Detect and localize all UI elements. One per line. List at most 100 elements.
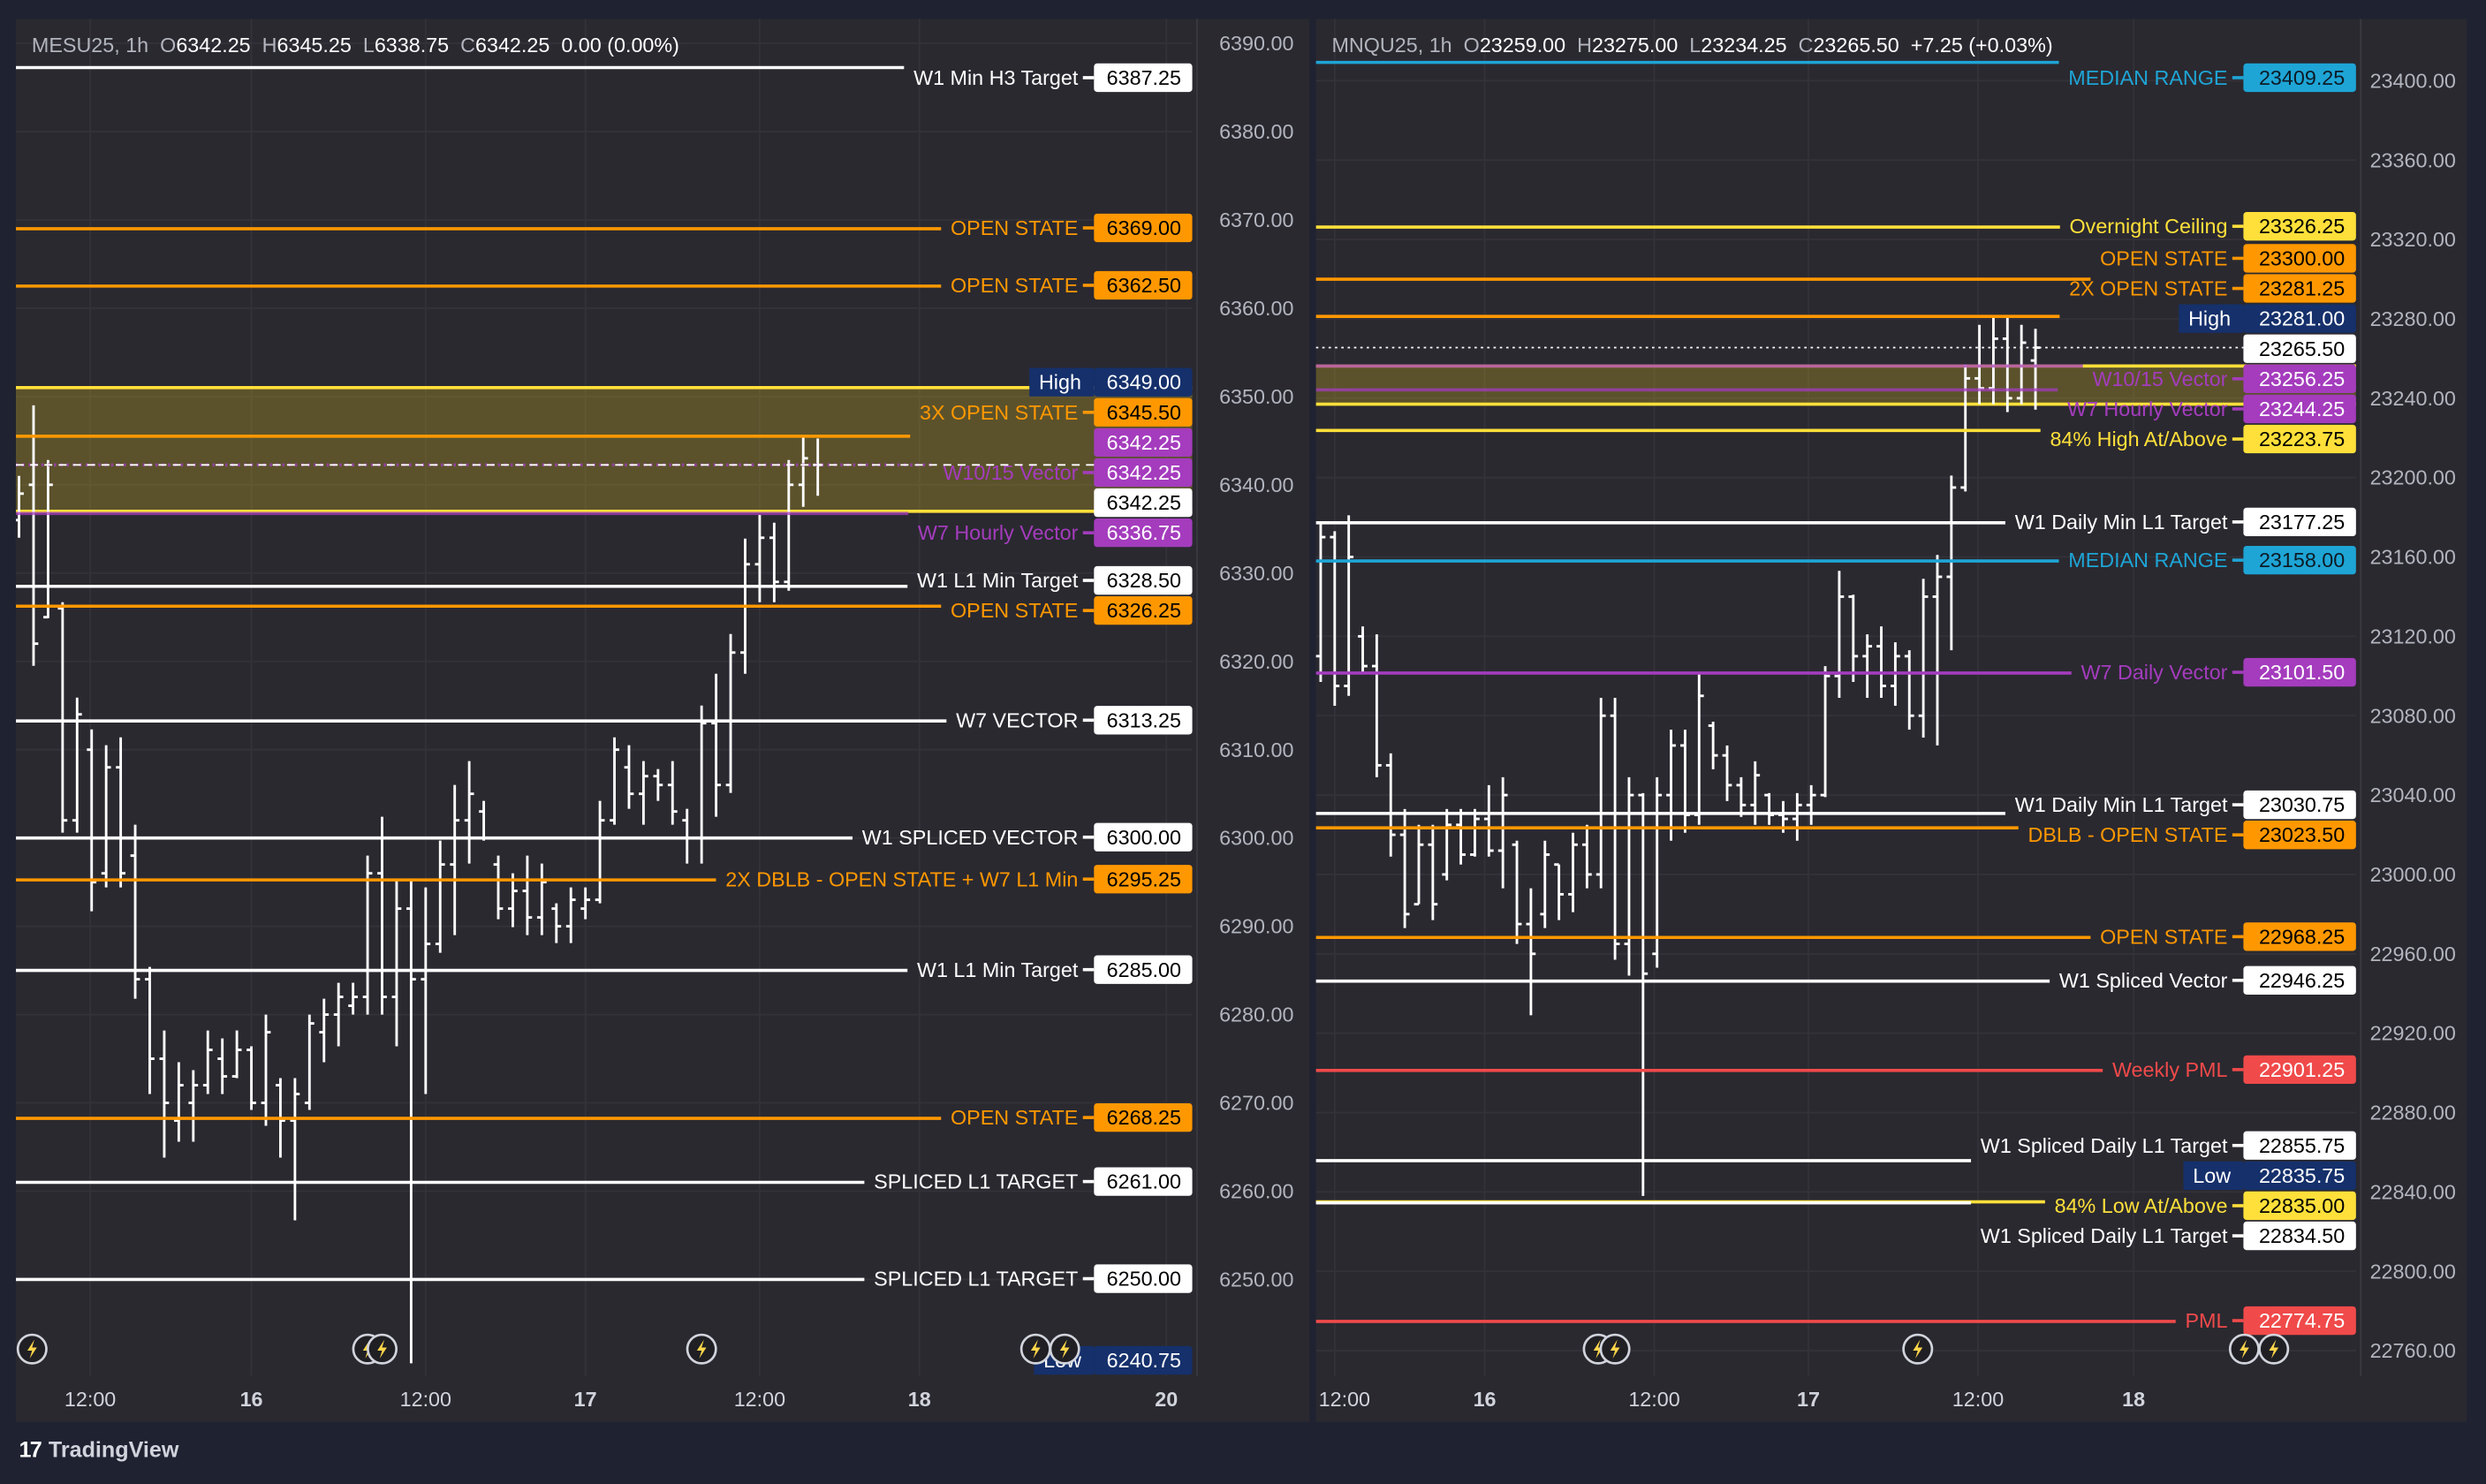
price-axis-label: 6270.00 — [1219, 1092, 1293, 1115]
ohlc-bar — [565, 887, 576, 943]
price-tag[interactable]: 22946.25 — [2243, 965, 2356, 995]
highlight-zone — [15, 387, 1193, 511]
price-tag[interactable]: 6313.25 — [1094, 706, 1193, 735]
ohlc-bar — [391, 879, 402, 1047]
ohlc-bar — [1512, 840, 1522, 944]
price-tag[interactable]: 22835.00 — [2243, 1191, 2356, 1221]
price-tag[interactable]: 6326.25 — [1094, 596, 1193, 625]
high-price-tag[interactable]: High 6349.00 — [1029, 367, 1193, 397]
marker-label: Low — [2193, 1164, 2231, 1187]
ohlc-bar — [696, 705, 707, 864]
price-tag[interactable]: 22774.75 — [2243, 1306, 2356, 1336]
level-label: W1 L1 Min Target — [917, 958, 1079, 981]
price-axis-label: 6260.00 — [1219, 1180, 1293, 1203]
price-tag-value: 23023.50 — [2259, 823, 2345, 846]
price-tag-value: 23326.25 — [2259, 215, 2345, 238]
ohlc-bar — [1680, 729, 1690, 833]
ohlc-bar — [159, 1030, 170, 1158]
price-tag-value: 23101.50 — [2259, 661, 2345, 684]
ohlc-bar — [333, 982, 344, 1047]
price-tag[interactable]: 6300.00 — [1094, 822, 1193, 852]
price-tag[interactable]: 23158.00 — [2243, 545, 2356, 575]
price-tag[interactable]: 23409.25 — [2243, 63, 2356, 93]
price-tag[interactable]: 23326.25 — [2243, 212, 2356, 241]
ohlc-bar — [377, 816, 387, 1015]
lightning-event-icon[interactable] — [2258, 1333, 2290, 1365]
price-tag[interactable]: 23177.25 — [2243, 507, 2356, 537]
price-tag[interactable]: 6362.50 — [1094, 270, 1193, 300]
ohlc-bar — [421, 887, 431, 1094]
price-tag[interactable]: 6250.00 — [1094, 1264, 1193, 1293]
level-label: DBLB - OPEN STATE — [2027, 823, 2227, 846]
ohlc-bar — [145, 966, 155, 1094]
low-label: L — [1689, 33, 1702, 57]
high-price-tag[interactable]: High 23281.00 — [2179, 304, 2356, 333]
low-price-tag[interactable]: Low 22835.75 — [2183, 1161, 2356, 1191]
ohlc-bar — [1820, 666, 1830, 798]
time-axis-label: 17 — [574, 1388, 597, 1411]
price-tag[interactable]: 23300.00 — [2243, 244, 2356, 273]
price-tag[interactable]: 6342.25 — [1094, 428, 1193, 458]
price-chart[interactable]: 6390.00 6380.00 6370.00 6360.00 6350.00 6340.… — [15, 19, 1309, 1422]
price-tag[interactable]: 6285.00 — [1094, 955, 1193, 984]
price-tag[interactable]: 23281.25 — [2243, 274, 2356, 303]
price-tag[interactable]: 23223.75 — [2243, 424, 2356, 454]
lightning-event-icon[interactable] — [1902, 1333, 1934, 1365]
price-chart[interactable]: 23400.00 23360.00 23320.00 23280.00 23240.00… — [1315, 19, 2467, 1422]
price-axis-label: 6250.00 — [1219, 1268, 1293, 1291]
lightning-event-icon[interactable] — [1599, 1333, 1631, 1365]
lightning-event-icon[interactable] — [1019, 1333, 1051, 1365]
symbol-interval[interactable]: MNQU25, 1h — [1331, 33, 1452, 57]
highlight-zone — [1315, 366, 2356, 405]
lightning-event-icon[interactable] — [2228, 1333, 2260, 1365]
price-tag-value: 6285.00 — [1107, 958, 1181, 981]
price-tag[interactable]: 22834.50 — [2243, 1221, 2356, 1251]
low-price-tag[interactable]: Low6240.75 — [1034, 1345, 1193, 1375]
chart-pane-mesu25[interactable]: MESU25, 1h O6342.25 H6345.25 L6338.75 C6… — [15, 19, 1310, 1422]
price-axis-label: 6360.00 — [1219, 297, 1293, 320]
price-tag[interactable]: 6336.75 — [1094, 519, 1193, 548]
lightning-event-icon[interactable] — [16, 1333, 48, 1365]
price-tag[interactable]: 6295.25 — [1094, 865, 1193, 894]
price-tag[interactable]: 6342.25 — [1094, 488, 1193, 518]
ohlc-bar — [1722, 745, 1732, 801]
price-tag[interactable]: 6387.25 — [1094, 63, 1193, 93]
price-tag-value: 6240.75 — [1107, 1349, 1181, 1372]
price-tag[interactable]: 22855.75 — [2243, 1131, 2356, 1160]
price-tag[interactable]: 23023.50 — [2243, 821, 2356, 850]
change-value: +7.25 (+0.03%) — [1910, 33, 2053, 57]
level-label: OPEN STATE — [951, 274, 1078, 297]
price-tag[interactable]: 22901.25 — [2243, 1055, 2356, 1085]
price-tag[interactable]: 23244.25 — [2243, 394, 2356, 424]
price-tag[interactable]: 6268.25 — [1094, 1102, 1193, 1132]
high-label: H — [261, 33, 277, 57]
tradingview-brand[interactable]: 17 TradingView — [19, 1436, 179, 1462]
open-value: 23259.00 — [1479, 33, 1566, 57]
price-tag[interactable]: 6342.25 — [1094, 458, 1193, 488]
price-tag[interactable]: 6261.00 — [1094, 1167, 1193, 1196]
lightning-event-icon[interactable] — [367, 1333, 398, 1365]
price-tag[interactable]: 6369.00 — [1094, 213, 1193, 243]
symbol-interval[interactable]: MESU25, 1h — [31, 33, 149, 57]
level-label: W7 Daily Vector — [2081, 661, 2228, 684]
price-tag[interactable]: 6345.50 — [1094, 398, 1193, 427]
price-tag[interactable]: 23256.25 — [2243, 364, 2356, 393]
ohlc-bar — [1708, 721, 1718, 769]
price-tag[interactable]: 22968.25 — [2243, 922, 2356, 951]
price-tag[interactable]: 23030.75 — [2243, 790, 2356, 820]
ohlc-bar — [653, 768, 663, 801]
marker-label: High — [1039, 371, 1081, 394]
ohlc-bar — [754, 514, 765, 602]
price-tag[interactable]: 23101.50 — [2243, 657, 2356, 687]
low-label: L — [362, 33, 375, 57]
chart-pane-mnqu25[interactable]: MNQU25, 1h O23259.00 H23275.00 L23234.25… — [1315, 19, 2467, 1422]
ohlc-bar — [1470, 808, 1480, 857]
ohlc-bar — [1554, 863, 1565, 920]
level-label: OPEN STATE — [951, 1106, 1078, 1129]
price-tag[interactable]: 6328.50 — [1094, 565, 1193, 595]
lightning-event-icon[interactable] — [1049, 1333, 1080, 1365]
price-tag[interactable]: 23265.50 — [2243, 334, 2356, 363]
ohlc-bar — [1750, 761, 1761, 825]
lightning-event-icon[interactable] — [686, 1333, 717, 1365]
